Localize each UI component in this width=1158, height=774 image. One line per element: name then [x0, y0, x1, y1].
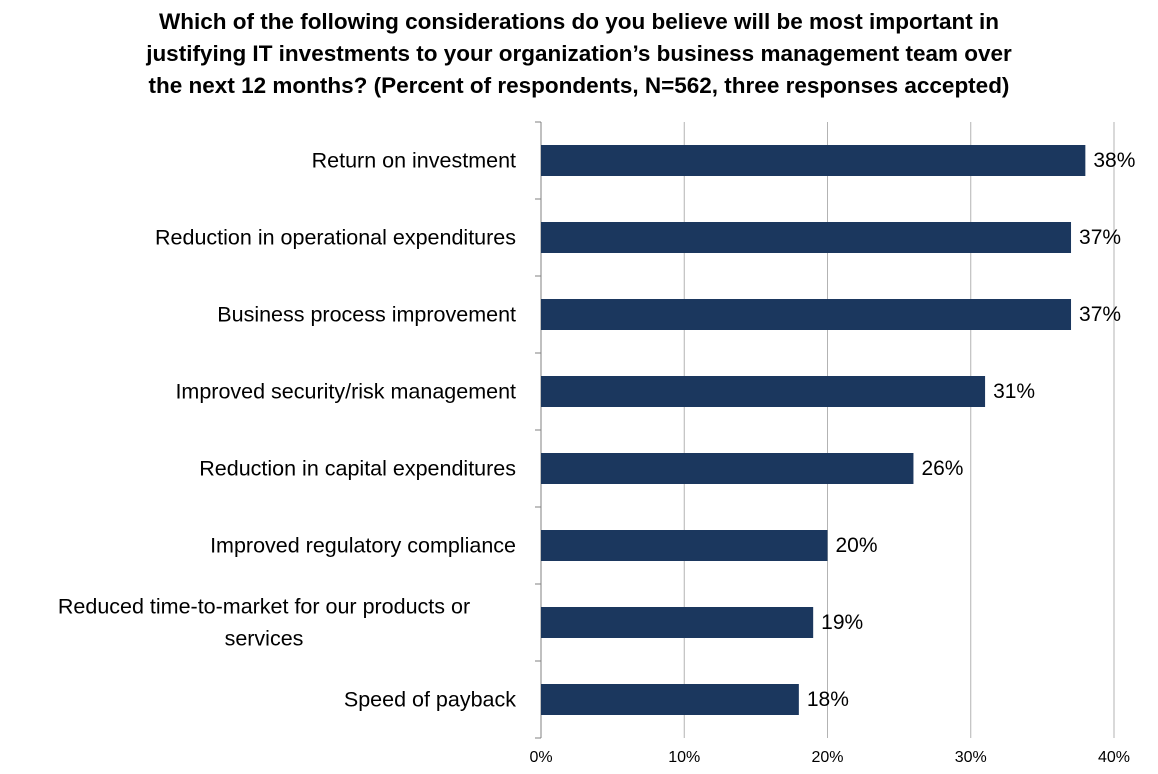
x-tick-label: 20% — [811, 749, 843, 766]
value-label: 37% — [1079, 226, 1121, 249]
category-label: Improved security/risk management — [175, 380, 516, 404]
category-label: Return on investment — [312, 149, 516, 173]
value-label: 38% — [1093, 149, 1135, 172]
category-label-line: Reduced time-to-market for our products … — [58, 595, 470, 619]
bar — [541, 145, 1086, 176]
value-label: 18% — [807, 688, 849, 711]
bar — [541, 376, 986, 407]
bar — [541, 684, 799, 715]
value-label: 31% — [993, 380, 1035, 403]
bar — [541, 222, 1072, 253]
value-label: 26% — [921, 457, 963, 480]
category-label: Reduction in operational expenditures — [155, 226, 516, 250]
category-label: Reduction in capital expenditures — [199, 457, 516, 481]
category-label-line: Improved regulatory compliance — [210, 534, 516, 558]
value-label: 19% — [821, 611, 863, 634]
chart-title-line: justifying IT investments to your organi… — [146, 41, 1012, 66]
category-label-line: Reduction in operational expenditures — [155, 226, 516, 250]
chart-title-line: the next 12 months? (Percent of responde… — [148, 73, 1010, 98]
x-tick-label: 10% — [668, 749, 700, 766]
category-label: Speed of payback — [344, 688, 516, 712]
chart-title: Which of the following considerations do… — [0, 6, 1158, 102]
category-label-line: Improved security/risk management — [175, 380, 516, 404]
bar — [541, 299, 1072, 330]
category-label: Business process improvement — [217, 303, 516, 327]
category-label-line: services — [225, 627, 304, 651]
bar — [541, 453, 914, 484]
category-label-line: Speed of payback — [344, 688, 516, 712]
bar — [541, 607, 814, 638]
x-tick-label: 30% — [955, 749, 987, 766]
category-label-line: Reduction in capital expenditures — [199, 457, 516, 481]
chart-title-line: Which of the following considerations do… — [158, 9, 1000, 34]
category-label: Improved regulatory compliance — [210, 534, 516, 558]
category-label-line: Return on investment — [312, 149, 516, 173]
value-label: 37% — [1079, 303, 1121, 326]
bar — [541, 530, 828, 561]
x-tick-label: 0% — [529, 749, 552, 766]
x-tick-label: 40% — [1098, 749, 1130, 766]
category-label-line: Business process improvement — [217, 303, 516, 327]
value-label: 20% — [836, 534, 878, 557]
category-label: Reduced time-to-market for our products … — [58, 595, 470, 651]
